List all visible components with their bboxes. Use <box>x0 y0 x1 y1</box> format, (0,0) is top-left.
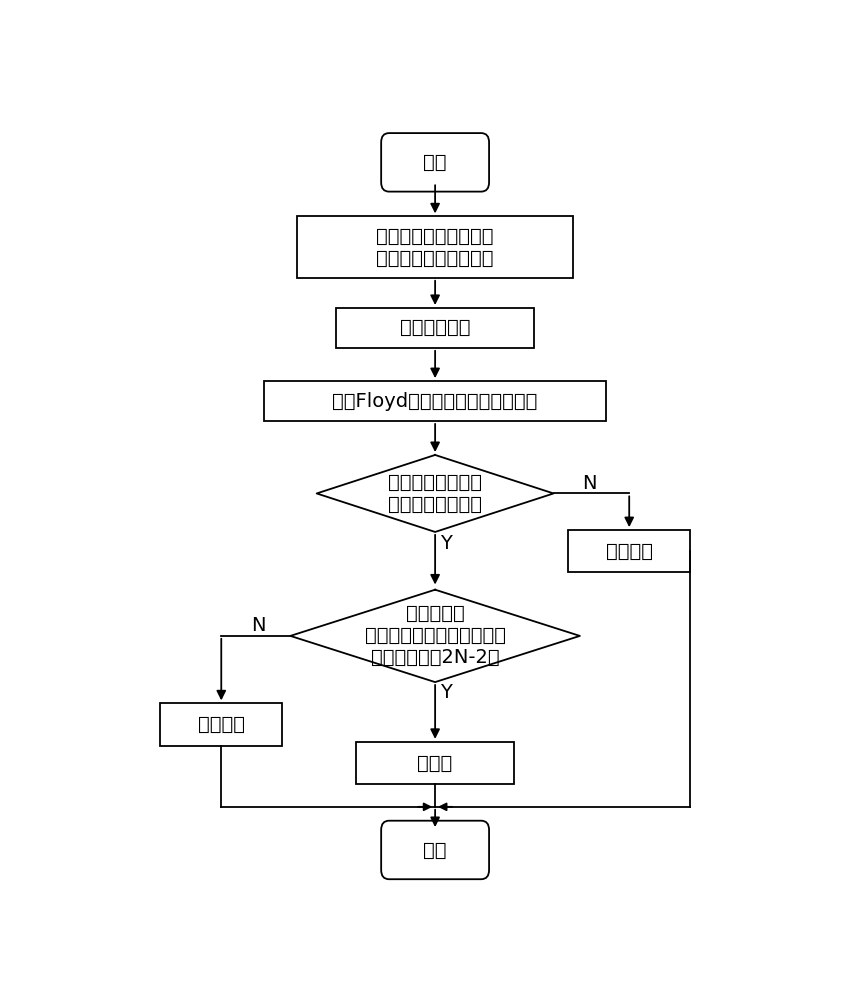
Text: Y: Y <box>440 683 452 702</box>
Polygon shape <box>317 455 554 532</box>
Polygon shape <box>290 590 580 682</box>
Text: 采用Floyd算法，构建电气距离矩阵: 采用Floyd算法，构建电气距离矩阵 <box>333 392 537 411</box>
Text: N: N <box>251 616 266 635</box>
Bar <box>297 216 573 278</box>
Text: 存在孤岛: 存在孤岛 <box>605 542 653 561</box>
Bar <box>357 742 514 784</box>
Text: N: N <box>582 474 597 493</box>
Text: Y: Y <box>440 534 452 553</box>
Text: 建立邻接矩阵: 建立邻接矩阵 <box>400 318 470 337</box>
Bar <box>160 703 282 746</box>
Text: 存在环路: 存在环路 <box>198 715 245 734</box>
Text: 电气距离矩阵参数
是否均为有限值？: 电气距离矩阵参数 是否均为有限值？ <box>388 473 482 514</box>
Text: 邻接矩阵中
不为零且不为无穷大的参数
的个数是否为2N-2？: 邻接矩阵中 不为零且不为无穷大的参数 的个数是否为2N-2？ <box>364 604 506 667</box>
FancyBboxPatch shape <box>381 133 489 192</box>
Bar <box>264 381 606 421</box>
Text: 开始: 开始 <box>424 153 447 172</box>
Bar <box>336 308 534 348</box>
Text: 可行解: 可行解 <box>418 753 453 772</box>
Text: 开始: 开始 <box>424 840 447 859</box>
Bar <box>568 530 690 572</box>
FancyBboxPatch shape <box>381 821 489 879</box>
Text: 基于配电网原始参数，
构建节点支路关联矩阵: 基于配电网原始参数， 构建节点支路关联矩阵 <box>376 227 494 268</box>
